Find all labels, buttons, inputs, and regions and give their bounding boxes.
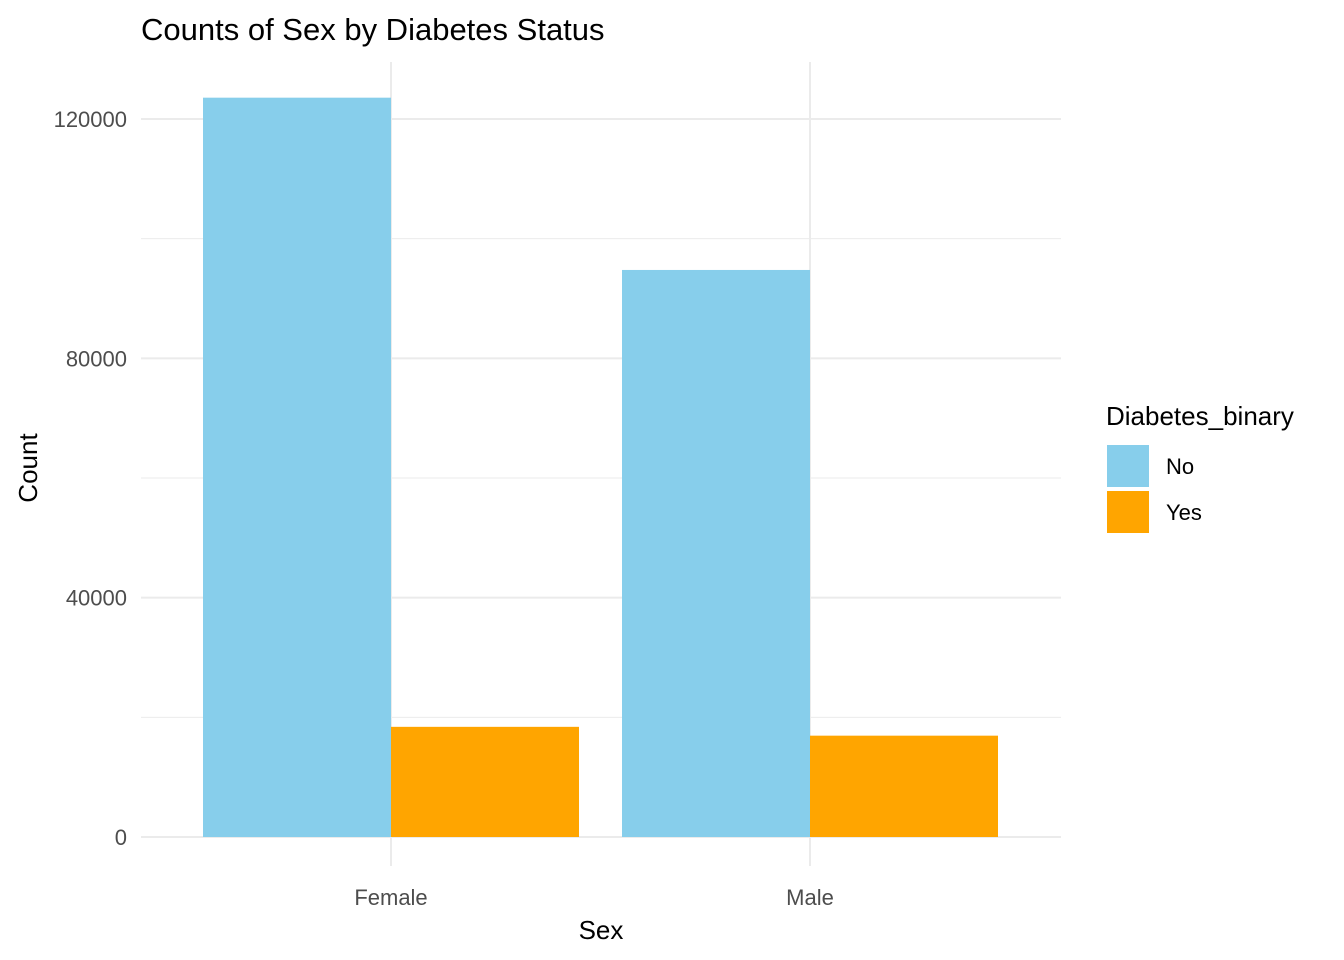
bar-female-no xyxy=(203,97,391,837)
x-axis-label: Sex xyxy=(579,915,624,945)
legend-items: No Yes xyxy=(1107,445,1202,533)
bar-male-no xyxy=(622,269,810,838)
legend-swatch-no xyxy=(1107,445,1149,487)
legend-title: Diabetes_binary xyxy=(1106,401,1294,431)
x-tick-label: Female xyxy=(354,885,427,910)
y-tick-label: 40000 xyxy=(66,586,127,611)
chart-title: Counts of Sex by Diabetes Status xyxy=(141,12,605,47)
legend-swatch-yes xyxy=(1107,491,1149,533)
y-axis-label: Count xyxy=(13,433,43,503)
y-tick-label: 80000 xyxy=(66,346,127,371)
y-axis-ticks: 0 40000 80000 120000 xyxy=(54,107,127,850)
x-axis-ticks: Female Male xyxy=(354,885,834,910)
legend: Diabetes_binary No Yes xyxy=(1106,401,1294,533)
legend-label-yes: Yes xyxy=(1166,500,1202,525)
y-tick-label: 0 xyxy=(115,825,127,850)
y-tick-label: 120000 xyxy=(54,107,127,132)
bar-female-yes xyxy=(391,726,579,837)
x-tick-label: Male xyxy=(786,885,834,910)
legend-label-no: No xyxy=(1166,454,1194,479)
bars xyxy=(203,97,998,838)
bar-male-yes xyxy=(810,735,998,837)
